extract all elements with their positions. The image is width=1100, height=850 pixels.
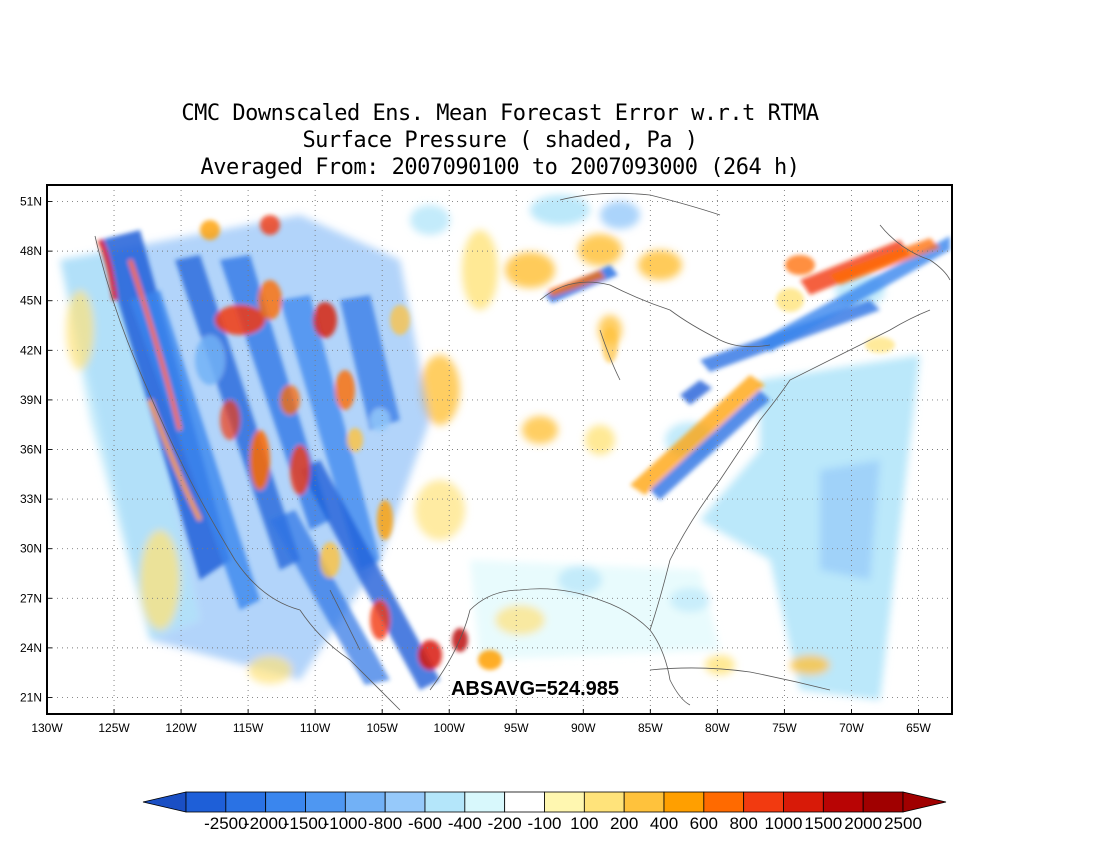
lon-label: 90W [571,721,596,735]
title-line-1: CMC Downscaled Ens. Mean Forecast Error … [181,101,819,126]
lat-label: 27N [20,591,42,605]
latitude-labels: 51N 48N 45N 42N 39N 36N 33N 30N 27N 24N 21N [20,195,42,705]
western-detail [97,215,502,690]
lat-label: 33N [20,492,42,506]
lat-label: 36N [20,443,42,457]
title-block: CMC Downscaled Ens. Mean Forecast Error … [0,100,1000,181]
lat-label: 21N [20,690,42,704]
lat-label: 39N [20,393,42,407]
gridlines [46,185,952,714]
lon-label: 125W [98,721,130,735]
lon-label: 95W [504,721,529,735]
appalachian-detail [545,236,950,500]
lon-label: 115W [233,721,264,735]
title-line-2: Surface Pressure ( shaded, Pa ) [302,128,698,153]
lon-label: 65W [906,721,931,735]
lon-label: 105W [367,721,399,735]
lon-label: 80W [705,721,730,735]
longitude-labels: 130W 125W 120W 115W 110W 105W 100W 95W 90W 85W 80W… [31,721,931,735]
title-line-3: Averaged From: 2007090100 to 2007093000 … [200,155,800,180]
lat-label: 48N [20,244,42,258]
lat-label: 24N [20,641,42,655]
lat-label: 42N [20,343,42,357]
lon-label: 75W [772,721,797,735]
lat-label: 30N [20,542,42,556]
absavg-annotation: ABSAVG=524.985 [451,678,619,700]
lon-label: 85W [638,721,663,735]
lon-label: 110W [300,721,331,735]
plot-frame [46,184,953,715]
lon-label: 100W [434,721,466,735]
lon-label: 120W [165,721,197,735]
lon-label: 130W [31,721,63,735]
lat-label: 45N [20,294,42,308]
lat-label: 51N [20,195,42,209]
lon-label: 70W [839,721,864,735]
